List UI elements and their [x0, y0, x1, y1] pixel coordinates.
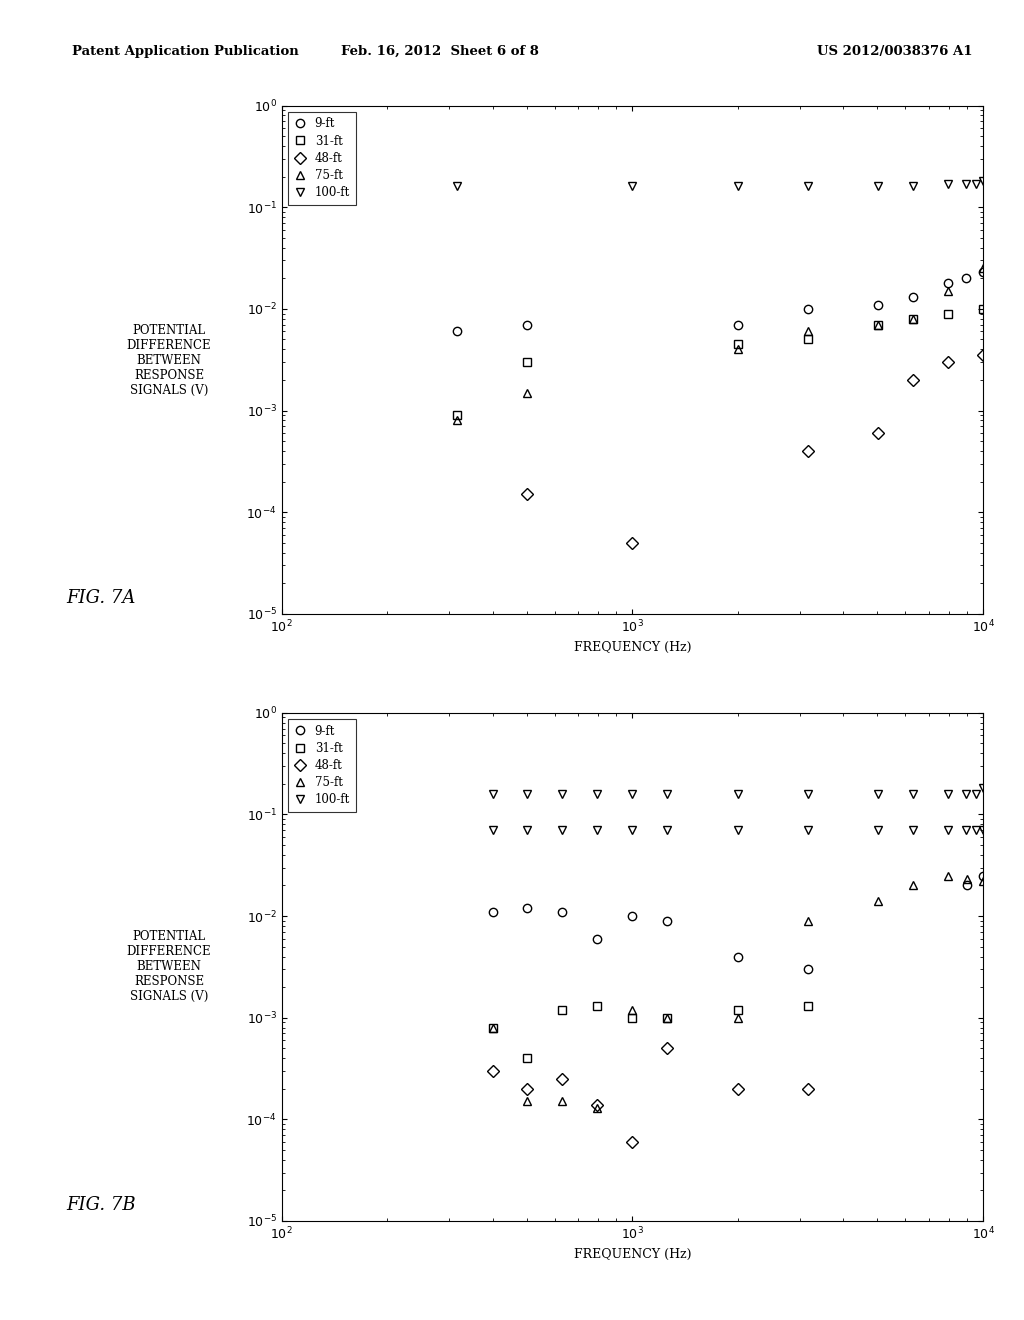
Text: POTENTIAL
DIFFERENCE
BETWEEN
RESPONSE
SIGNALS (V): POTENTIAL DIFFERENCE BETWEEN RESPONSE SI…	[127, 929, 211, 1003]
Text: FIG. 7B: FIG. 7B	[67, 1196, 136, 1214]
Legend: 9-ft, 31-ft, 48-ft, 75-ft, 100-ft: 9-ft, 31-ft, 48-ft, 75-ft, 100-ft	[288, 111, 355, 205]
Text: US 2012/0038376 A1: US 2012/0038376 A1	[817, 45, 973, 58]
Legend: 9-ft, 31-ft, 48-ft, 75-ft, 100-ft: 9-ft, 31-ft, 48-ft, 75-ft, 100-ft	[288, 718, 355, 812]
X-axis label: FREQUENCY (Hz): FREQUENCY (Hz)	[573, 1247, 691, 1261]
Text: Patent Application Publication: Patent Application Publication	[72, 45, 298, 58]
Text: FIG. 7A: FIG. 7A	[67, 589, 136, 607]
X-axis label: FREQUENCY (Hz): FREQUENCY (Hz)	[573, 640, 691, 653]
Text: POTENTIAL
DIFFERENCE
BETWEEN
RESPONSE
SIGNALS (V): POTENTIAL DIFFERENCE BETWEEN RESPONSE SI…	[127, 323, 211, 397]
Text: Feb. 16, 2012  Sheet 6 of 8: Feb. 16, 2012 Sheet 6 of 8	[341, 45, 540, 58]
